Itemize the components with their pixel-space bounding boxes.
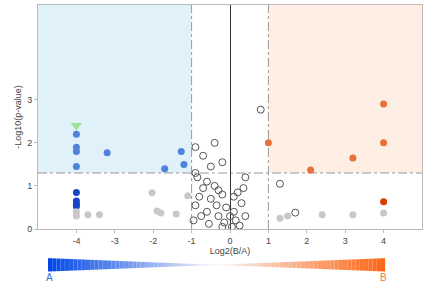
svg-text:Log2(B/A): Log2(B/A) (210, 246, 251, 256)
svg-text:-4: -4 (72, 236, 80, 246)
svg-text:3: 3 (343, 236, 348, 246)
svg-text:A: A (46, 272, 53, 281)
svg-text:-2: -2 (149, 236, 157, 246)
svg-text:2: 2 (304, 236, 309, 246)
svg-text:4: 4 (381, 236, 386, 246)
svg-text:0: 0 (227, 236, 232, 246)
svg-text:0: 0 (27, 224, 32, 234)
svg-text:1: 1 (266, 236, 271, 246)
svg-text:-3: -3 (111, 236, 119, 246)
svg-text:-1: -1 (188, 236, 196, 246)
svg-text:B: B (380, 272, 387, 281)
svg-text:3: 3 (27, 95, 32, 105)
svg-text:-Log10(p-value): -Log10(p-value) (13, 85, 23, 149)
svg-text:2: 2 (27, 138, 32, 148)
svg-text:1: 1 (27, 181, 32, 191)
